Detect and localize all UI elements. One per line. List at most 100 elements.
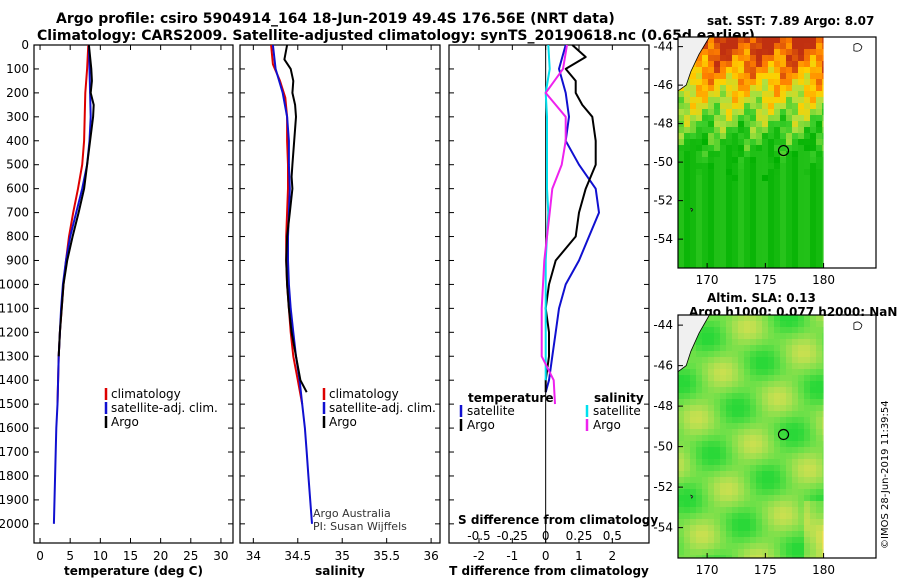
map-cell xyxy=(708,61,714,67)
map-cell xyxy=(768,193,774,199)
map-cell xyxy=(798,381,804,387)
map-cell xyxy=(762,321,768,327)
map-cell xyxy=(774,543,780,549)
map-cell xyxy=(708,163,714,169)
map-cell xyxy=(726,495,732,501)
map-cell xyxy=(750,531,756,537)
map-cell xyxy=(744,543,750,549)
map-cell xyxy=(678,429,684,435)
map-cell xyxy=(714,537,720,543)
map-cell xyxy=(702,85,708,91)
map-cell xyxy=(768,169,774,175)
map-cell xyxy=(804,507,810,513)
map-cell xyxy=(792,315,798,321)
map-cell xyxy=(768,85,774,91)
map-cell xyxy=(726,37,732,43)
map-cell xyxy=(810,253,816,259)
map-cell xyxy=(702,145,708,151)
map-cell xyxy=(732,501,738,507)
map-cell xyxy=(738,483,744,489)
map-cell xyxy=(678,399,684,405)
map-cell xyxy=(768,393,774,399)
map-cell xyxy=(804,247,810,253)
map-cell xyxy=(774,229,780,235)
map-cell xyxy=(690,85,696,91)
map-cell xyxy=(744,393,750,399)
map-cell xyxy=(774,121,780,127)
map-cell xyxy=(786,321,792,327)
map-cell xyxy=(732,133,738,139)
map-cell xyxy=(744,37,750,43)
map-cell xyxy=(798,333,804,339)
lat-tick-label: -50 xyxy=(653,440,673,454)
map-cell xyxy=(738,151,744,157)
map-cell xyxy=(762,519,768,525)
map-cell xyxy=(708,501,714,507)
map-cell xyxy=(726,375,732,381)
map-cell xyxy=(816,151,822,157)
map-cell xyxy=(708,259,714,265)
map-cell xyxy=(738,423,744,429)
map-cell xyxy=(762,417,768,423)
map-cell xyxy=(732,211,738,217)
map-cell xyxy=(690,447,696,453)
map-cell xyxy=(720,447,726,453)
map-cell xyxy=(786,61,792,67)
map-cell xyxy=(750,241,756,247)
map-cell xyxy=(738,91,744,97)
map-cell xyxy=(720,85,726,91)
map-cell xyxy=(780,115,786,121)
map-cell xyxy=(810,169,816,175)
map-cell xyxy=(690,435,696,441)
map-cell xyxy=(804,333,810,339)
map-cell xyxy=(804,501,810,507)
map-cell xyxy=(786,507,792,513)
map-cell xyxy=(726,109,732,115)
x-tick-label: 34 xyxy=(246,549,261,563)
map-cell xyxy=(708,229,714,235)
map-cell xyxy=(762,465,768,471)
map-cell xyxy=(684,181,690,187)
map-cell xyxy=(750,109,756,115)
map-cell xyxy=(702,223,708,229)
map-cell xyxy=(792,423,798,429)
map-cell xyxy=(780,423,786,429)
map-cell xyxy=(744,435,750,441)
map-cell xyxy=(786,537,792,543)
map-cell xyxy=(774,247,780,253)
map-cell xyxy=(708,327,714,333)
map-cell xyxy=(732,489,738,495)
map-cell xyxy=(750,369,756,375)
map-cell xyxy=(732,193,738,199)
map-cell xyxy=(774,223,780,229)
map-cell xyxy=(690,531,696,537)
map-cell xyxy=(714,133,720,139)
map-cell xyxy=(732,513,738,519)
map-cell xyxy=(804,67,810,73)
depth-tick-label: 100 xyxy=(6,62,29,76)
x-tick-label: 34.5 xyxy=(284,549,311,563)
map-cell xyxy=(816,357,822,363)
map-cell xyxy=(726,49,732,55)
header-title-line1: Argo profile: csiro 5904914_164 18-Jun-2… xyxy=(56,11,615,27)
map-cell xyxy=(738,145,744,151)
map-cell xyxy=(726,265,732,268)
map-cell xyxy=(726,387,732,393)
map-cell xyxy=(768,259,774,265)
map-cell xyxy=(810,73,816,79)
map-cell xyxy=(726,411,732,417)
map-cell xyxy=(774,103,780,109)
map-cell xyxy=(720,441,726,447)
map-cell xyxy=(786,85,792,91)
map-cell xyxy=(774,345,780,351)
map-cell xyxy=(732,67,738,73)
map-cell xyxy=(756,483,762,489)
map-cell xyxy=(744,217,750,223)
map-cell xyxy=(804,253,810,259)
map-cell xyxy=(720,55,726,61)
map-cell xyxy=(774,525,780,531)
map-cell xyxy=(768,453,774,459)
map-cell xyxy=(804,85,810,91)
map-cell xyxy=(696,531,702,537)
map-cell xyxy=(720,79,726,85)
